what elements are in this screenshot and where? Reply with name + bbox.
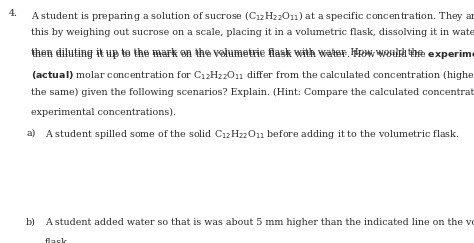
- Text: b): b): [26, 218, 36, 227]
- Text: the same) given the following scenarios? Explain. (Hint: Compare the calculated : the same) given the following scenarios?…: [31, 88, 474, 97]
- Text: then diluting it up to the mark on the volumetric flask with water. How would th: then diluting it up to the mark on the v…: [31, 48, 426, 57]
- Text: A student spilled some of the solid C$_{12}$H$_{22}$O$_{11}$ before adding it to: A student spilled some of the solid C$_{…: [45, 128, 460, 141]
- Text: A student added water so that is was about 5 mm higher than the indicated line o: A student added water so that is was abo…: [45, 218, 474, 227]
- Text: $\mathbf{(actual)}$ molar concentration for C$_{12}$H$_{22}$O$_{11}$ differ from: $\mathbf{(actual)}$ molar concentration …: [31, 68, 474, 82]
- Text: experimental concentrations).: experimental concentrations).: [31, 108, 176, 117]
- Text: A student is preparing a solution of sucrose (C$_{12}$H$_{22}$O$_{11}$) at a spe: A student is preparing a solution of suc…: [31, 9, 474, 23]
- Text: 4.: 4.: [9, 9, 18, 17]
- Text: flask.: flask.: [45, 238, 71, 243]
- Text: this by weighing out sucrose on a scale, placing it in a volumetric flask, disso: this by weighing out sucrose on a scale,…: [31, 28, 474, 37]
- Text: a): a): [26, 128, 36, 137]
- Text: then diluting it up to the mark on the volumetric flask with water. How would th: then diluting it up to the mark on the v…: [31, 48, 474, 61]
